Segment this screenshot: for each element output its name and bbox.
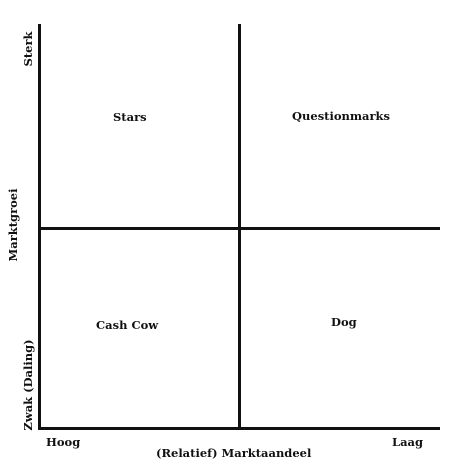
quadrant-cash-cow-label: Cash Cow	[96, 318, 159, 332]
horizontal-divider	[38, 227, 440, 230]
x-axis-title: (Relatief) Marktaandeel	[156, 446, 312, 460]
y-axis-bottom-label: Zwak (Daling)	[21, 339, 35, 431]
y-axis-title: Marktgroei	[6, 188, 20, 262]
quadrant-stars-label: Stars	[113, 110, 147, 124]
quadrant-dog-label: Dog	[331, 315, 357, 329]
quadrant-questionmarks-label: Questionmarks	[292, 109, 391, 123]
x-axis-left-label: Hoog	[46, 435, 81, 449]
y-axis-top-label: Sterk	[21, 31, 35, 67]
x-axis-right-label: Laag	[392, 435, 424, 449]
